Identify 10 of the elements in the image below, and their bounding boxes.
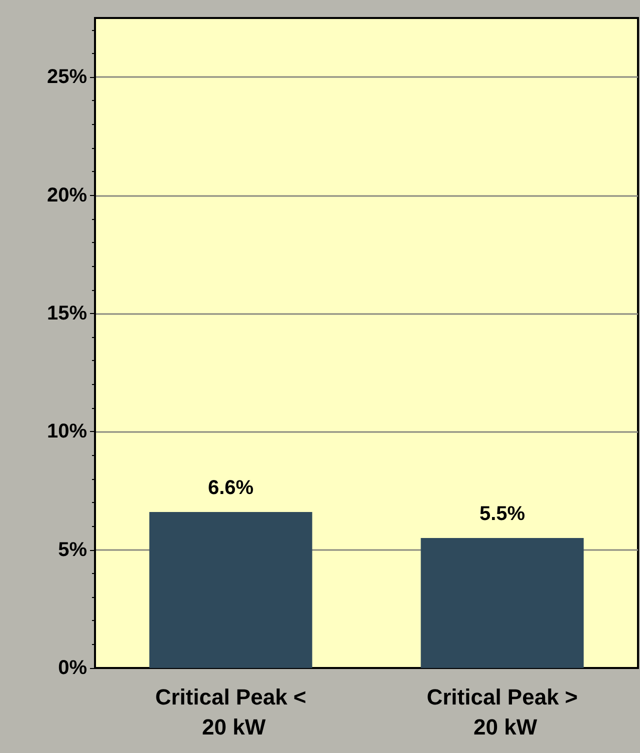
y-tick-label: 15% <box>46 302 88 324</box>
y-tick-label: 0% <box>58 657 88 679</box>
y-tick-label: 5% <box>58 538 88 561</box>
data-label: 5.5% <box>479 503 526 525</box>
x-tick-label: Critical Peak > 20 kW <box>426 684 578 740</box>
x-tick-label: Critical Peak < 20 kW <box>155 684 306 740</box>
y-tick-label: 20% <box>46 184 88 206</box>
y-tick-label: 10% <box>46 420 88 443</box>
y-tick-label: 25% <box>46 66 88 88</box>
data-label: 6.6% <box>208 477 254 499</box>
